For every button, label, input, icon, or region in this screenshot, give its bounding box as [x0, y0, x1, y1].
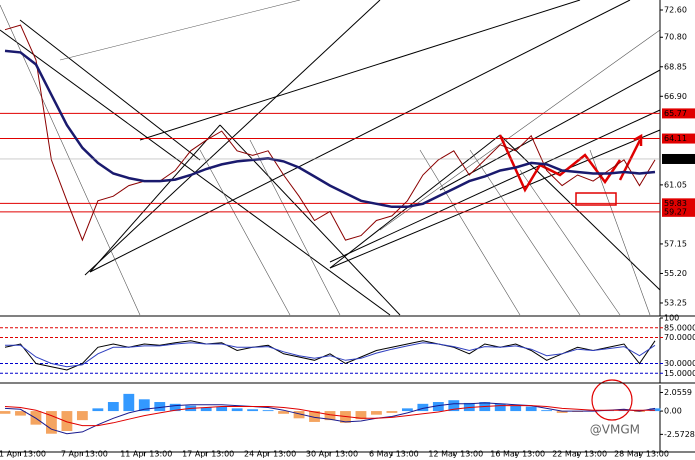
watermark: @VMGM	[590, 423, 640, 437]
histogram-bar	[417, 403, 429, 412]
histogram-bar	[61, 411, 73, 431]
x-tick-label: 22 May 13:00	[552, 450, 607, 459]
arrow-path	[498, 134, 622, 193]
histogram-bar	[278, 411, 289, 414]
histogram-bar	[293, 411, 305, 419]
series-line	[4, 405, 655, 427]
y-tick-label: 0.00	[664, 407, 682, 416]
x-tick-label: 16 May 13:00	[490, 450, 545, 459]
y-tick-label: 70.0000	[664, 333, 695, 342]
x-tick-label: 7 Apr 13:00	[61, 450, 108, 459]
y-tick-label: 85.0000	[664, 323, 695, 332]
series-line	[4, 49, 656, 209]
y-tick-label: 2.0559	[664, 388, 692, 397]
x-tick-label: 1 Apr 13:00	[0, 450, 46, 459]
level-label: 59.83	[664, 199, 687, 208]
histogram-bar	[46, 411, 57, 434]
histogram-bar	[371, 411, 382, 415]
histogram-bar	[169, 403, 181, 412]
histogram-bar	[0, 411, 11, 414]
histogram-bar	[76, 411, 88, 421]
y-tick-label: -2.5728	[664, 430, 695, 439]
series-line	[4, 24, 656, 242]
x-tick-label: 17 Apr 13:00	[182, 450, 234, 459]
histogram-bar	[494, 403, 506, 412]
histogram-bar	[401, 408, 413, 412]
histogram-bar	[123, 393, 135, 412]
level-tag	[662, 133, 695, 144]
histogram-bar	[154, 402, 166, 412]
histogram-bar	[324, 411, 336, 421]
histogram-bar	[107, 402, 119, 412]
histogram-bar	[355, 411, 367, 420]
y-tick-label: 100	[664, 314, 679, 323]
y-tick-label: 15.0000	[664, 369, 695, 378]
histogram-bar	[556, 411, 568, 413]
series-line	[5, 342, 656, 368]
y-tick-label: 70.80	[664, 33, 687, 42]
histogram-bar	[525, 406, 537, 412]
x-tick-label: 12 May 13:00	[428, 450, 483, 459]
y-tick-label: 68.85	[664, 62, 687, 71]
histogram-bar	[448, 400, 460, 412]
histogram-bar	[200, 407, 212, 412]
histogram-bar	[309, 411, 320, 422]
level-label: 64.11	[664, 134, 687, 143]
histogram-bar	[262, 410, 274, 412]
current-price-tag	[662, 153, 695, 164]
y-tick-label: 61.05	[664, 180, 687, 189]
level-tag	[662, 198, 695, 209]
x-tick-label: 24 Apr 13:00	[244, 450, 296, 459]
level-label: 65.77	[664, 109, 687, 118]
x-tick-label: 30 Apr 13:00	[306, 450, 358, 459]
trend-lines	[0, 0, 661, 316]
histogram-bar	[247, 409, 259, 412]
level-tag	[662, 206, 695, 217]
histogram-bar	[92, 408, 104, 412]
y-tick-label: 57.15	[664, 239, 687, 248]
histogram-bar	[432, 402, 444, 412]
histogram-bar	[231, 408, 243, 412]
series-line	[4, 402, 656, 435]
x-tick-label: 6 May 13:00	[369, 450, 419, 459]
y-tick-label: 55.20	[664, 269, 687, 278]
level-tag	[662, 108, 695, 119]
histogram-bar	[386, 411, 398, 413]
histogram-bar	[510, 405, 522, 412]
highlight-box	[575, 192, 617, 206]
level-label: 59.27	[664, 207, 687, 216]
histogram-bar	[541, 410, 553, 412]
highlight-circle	[591, 379, 633, 421]
arrow-up	[618, 139, 642, 181]
y-tick-label: 53.25	[664, 298, 687, 307]
histogram-bar	[15, 411, 26, 416]
x-tick-label: 28 May 13:00	[614, 450, 669, 459]
y-tick-label: 30.0000	[664, 359, 695, 368]
series-line	[4, 340, 656, 371]
histogram-bar	[138, 399, 150, 412]
histogram-bar	[216, 406, 228, 412]
y-tick-label: 72.60	[664, 5, 687, 14]
y-tick-label: 66.90	[664, 92, 687, 101]
current-price-label: 62.76	[664, 154, 687, 163]
x-tick-label: 11 Apr 13:00	[120, 450, 172, 459]
